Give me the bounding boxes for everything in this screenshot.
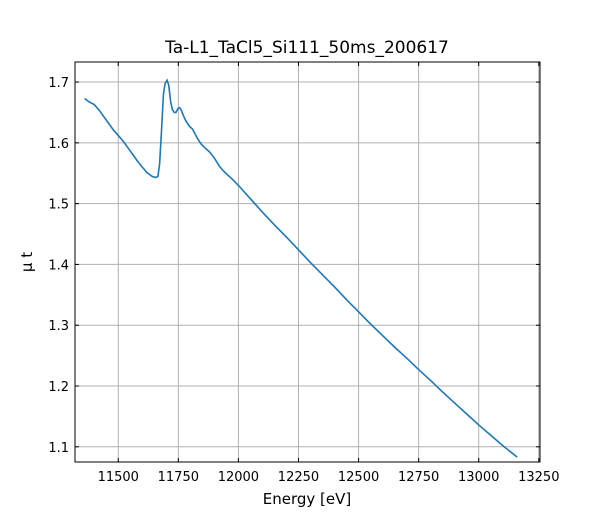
x-tick-label: 13000 [458,470,499,485]
y-tick-label: 1.2 [48,380,69,395]
y-tick-label: 1.4 [48,258,69,273]
x-axis-label: Energy [eV] [263,490,351,508]
y-tick-label: 1.6 [48,137,69,152]
x-tick-label: 12750 [398,470,439,485]
x-tick-label: 11500 [98,470,139,485]
x-tick-label: 12000 [218,470,259,485]
x-tick-label: 13250 [518,470,559,485]
chart-title: Ta-L1_TaCl5_Si111_50ms_200617 [164,38,449,58]
y-tick-label: 1.7 [48,76,69,91]
x-tick-label: 11750 [158,470,199,485]
y-tick-label: 1.5 [48,198,69,213]
y-axis-label: μ t [18,252,36,272]
plot-frame [74,61,541,463]
x-tick-label: 12500 [338,470,379,485]
y-tick-label: 1.3 [48,319,69,334]
series-line [84,78,518,458]
y-tick-label: 1.1 [48,441,69,456]
grid [75,62,540,462]
x-tick-label: 12250 [278,470,319,485]
ticks: 11500 11750 12000 12250 12500 12750 13000 13250… [48,62,559,485]
